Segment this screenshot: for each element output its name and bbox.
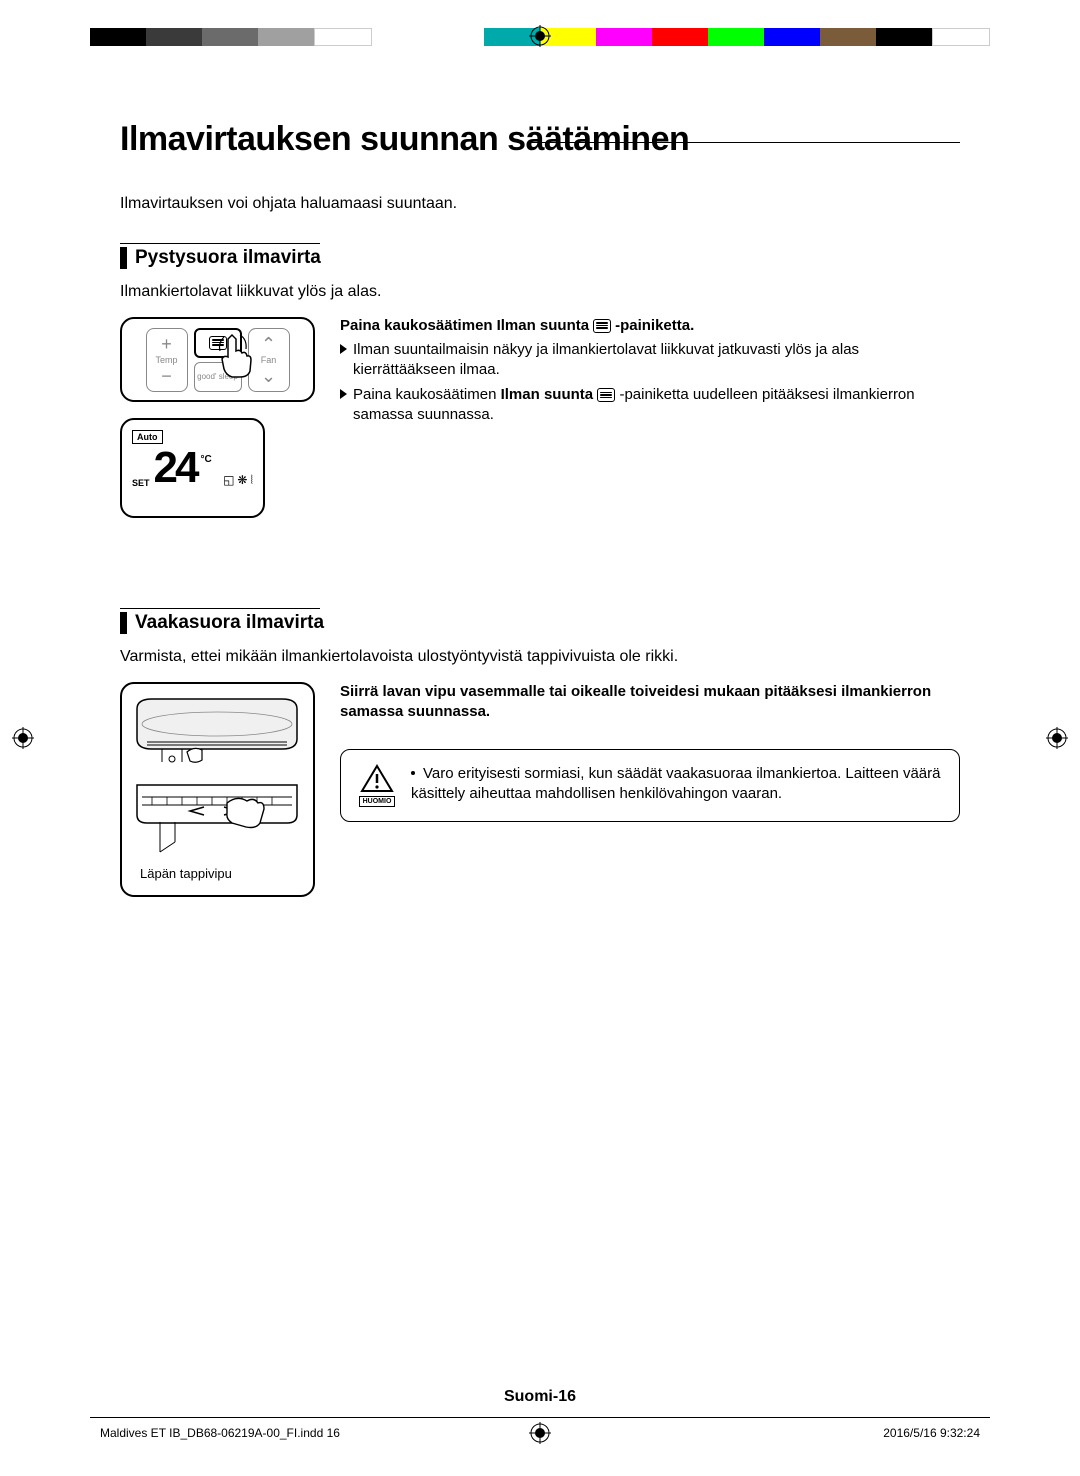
temp-buttons: + Temp −: [146, 328, 188, 392]
temp-unit: °C: [200, 454, 211, 465]
good-sleep-button: good' sleep: [194, 362, 242, 392]
airflow-icon: [593, 319, 611, 333]
footer-left: Maldives ET IB_DB68-06219A-00_FI.indd 16: [100, 1426, 340, 1440]
section1-lead: Ilmankiertolavat liikkuvat ylös ja alas.: [120, 283, 960, 301]
ac-unit-illustration: Läpän tappivipu: [120, 682, 315, 897]
intro-text: Ilmavirtauksen voi ohjata haluamaasi suu…: [120, 195, 960, 213]
section1-bullet2: Paina kaukosäätimen Ilman suunta -painik…: [340, 385, 960, 424]
section1-instruction: Paina kaukosäätimen Ilman suunta -painik…: [340, 317, 960, 334]
auto-badge: Auto: [132, 430, 163, 444]
section1-heading-wrap: Pystysuora ilmavirta: [120, 243, 960, 269]
title-rule: [530, 142, 960, 143]
display-icons: ◱❋⦚: [223, 473, 253, 488]
page-number: Suomi-16: [120, 1388, 960, 1406]
set-label: SET: [132, 478, 150, 488]
warning-icon: [360, 764, 394, 794]
airflow-icon: [597, 388, 615, 402]
section2-lead: Varmista, ettei mikään ilmankiertolavois…: [120, 648, 960, 666]
registration-mark-top: [529, 25, 551, 47]
section2-heading-wrap: Vaakasuora ilmavirta: [120, 608, 960, 634]
page-content: Ilmavirtauksen suunnan säätäminen Ilmavi…: [120, 120, 960, 1356]
footer-rule: [90, 1417, 990, 1418]
remote-illustration: + Temp − good' sleep ⌃ Fan ⌄: [120, 317, 315, 402]
caution-box: HUOMIO Varo erityisesti sormiasi, kun sä…: [340, 749, 960, 822]
display-illustration: Auto SET 24 °C ◱❋⦚: [120, 418, 265, 518]
footer-right: 2016/5/16 9:32:24: [883, 1426, 980, 1440]
callout-label: Läpän tappivipu: [140, 866, 232, 881]
section2-instruction: Siirrä lavan vipu vasemmalle tai oikeall…: [340, 682, 960, 723]
airflow-button: [194, 328, 242, 358]
page-title: Ilmavirtauksen suunnan säätäminen: [120, 120, 960, 159]
caution-text: Varo erityisesti sormiasi, kun säädät va…: [411, 764, 943, 805]
section2-heading: Vaakasuora ilmavirta: [135, 612, 324, 634]
section1-heading: Pystysuora ilmavirta: [135, 247, 321, 269]
registration-mark-bottom: [529, 1422, 551, 1444]
registration-mark-left: [12, 727, 34, 749]
fan-buttons: ⌃ Fan ⌄: [248, 328, 290, 392]
section1-bullet1: Ilman suuntailmaisin näkyy ja ilmankiert…: [340, 340, 960, 379]
caution-label: HUOMIO: [359, 796, 396, 807]
registration-mark-right: [1046, 727, 1068, 749]
temp-value: 24: [154, 448, 197, 488]
